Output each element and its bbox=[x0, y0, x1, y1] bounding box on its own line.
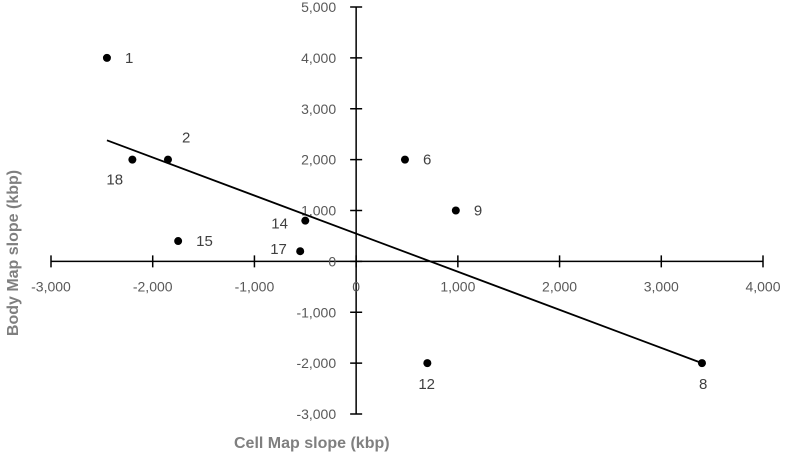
x-axis-title: Cell Map slope (kbp) bbox=[234, 435, 390, 452]
data-point bbox=[697, 359, 706, 368]
trendline bbox=[106, 139, 703, 364]
x-tick-label: 4,000 bbox=[745, 278, 780, 294]
x-tick-label: -2,000 bbox=[133, 278, 173, 294]
point-label: 9 bbox=[474, 203, 482, 220]
x-tick-label: 2,000 bbox=[542, 278, 577, 294]
y-tick-label: -2,000 bbox=[296, 355, 336, 371]
y-axis-title: Body Map slope (kbp) bbox=[5, 170, 22, 336]
y-tick-label: 0 bbox=[328, 253, 336, 269]
y-tick-label: 2,000 bbox=[301, 152, 336, 168]
data-point bbox=[174, 237, 183, 246]
data-point bbox=[400, 155, 409, 164]
point-label: 2 bbox=[182, 130, 190, 147]
x-tick-label: -1,000 bbox=[235, 278, 275, 294]
point-label: 12 bbox=[418, 376, 435, 393]
y-tick-label: 3,000 bbox=[301, 101, 336, 117]
y-tick-label: 1,000 bbox=[301, 203, 336, 219]
x-tick-label: 1,000 bbox=[440, 278, 475, 294]
point-label: 1 bbox=[125, 50, 133, 67]
data-point bbox=[128, 155, 137, 164]
x-tick-label: 0 bbox=[352, 278, 360, 294]
x-tick-label: -3,000 bbox=[31, 278, 71, 294]
point-label: 18 bbox=[106, 172, 123, 189]
point-label: 14 bbox=[271, 216, 288, 233]
point-label: 6 bbox=[423, 152, 431, 169]
point-label: 17 bbox=[270, 241, 287, 258]
x-tick-label: 3,000 bbox=[644, 278, 679, 294]
data-point bbox=[451, 206, 460, 215]
point-label: 8 bbox=[699, 376, 707, 393]
y-tick-label: 4,000 bbox=[301, 50, 336, 66]
y-tick-label: 5,000 bbox=[301, 0, 336, 15]
data-point bbox=[423, 359, 432, 368]
data-point bbox=[301, 216, 310, 225]
point-label: 15 bbox=[196, 233, 213, 250]
data-point bbox=[102, 53, 111, 62]
y-tick-label: -3,000 bbox=[296, 406, 336, 422]
y-tick-label: -1,000 bbox=[296, 304, 336, 320]
data-point bbox=[163, 155, 172, 164]
data-point bbox=[296, 247, 305, 256]
